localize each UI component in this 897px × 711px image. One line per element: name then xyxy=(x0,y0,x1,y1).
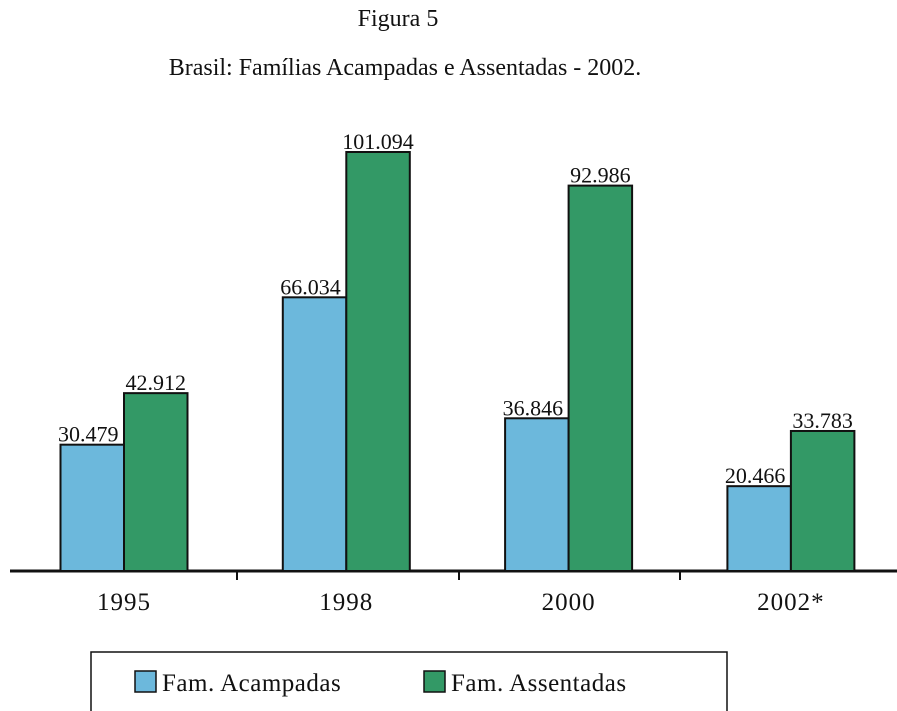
chart-title: Figura 5 xyxy=(358,6,439,32)
value-label: 36.846 xyxy=(503,395,564,420)
x-tick-label: 1995 xyxy=(97,589,151,616)
bar xyxy=(59,443,125,572)
bar xyxy=(789,429,856,573)
bar xyxy=(123,392,189,573)
bar xyxy=(345,151,411,572)
value-label: 101.094 xyxy=(342,129,414,154)
value-label: 20.466 xyxy=(725,463,786,488)
chart-subtitle: Brasil: Famílias Acampadas e Assentadas … xyxy=(169,55,642,81)
legend-box xyxy=(90,651,728,711)
legend-swatch xyxy=(134,670,157,693)
bar xyxy=(567,184,634,572)
x-tick-label: 1998 xyxy=(319,589,373,616)
bar xyxy=(726,485,792,573)
bar xyxy=(281,296,348,572)
legend-label: Fam. Assentadas xyxy=(451,670,627,697)
bar xyxy=(504,417,570,572)
x-tick-label: 2000 xyxy=(542,589,596,616)
value-label: 92.986 xyxy=(570,163,631,188)
value-label: 42.912 xyxy=(126,370,187,395)
legend-swatch xyxy=(423,670,446,693)
value-label: 66.034 xyxy=(280,274,341,299)
value-label: 30.479 xyxy=(58,422,119,447)
legend-label: Fam. Acampadas xyxy=(162,670,341,697)
x-tick-label: 2002* xyxy=(757,589,825,616)
value-label: 33.783 xyxy=(792,408,853,433)
